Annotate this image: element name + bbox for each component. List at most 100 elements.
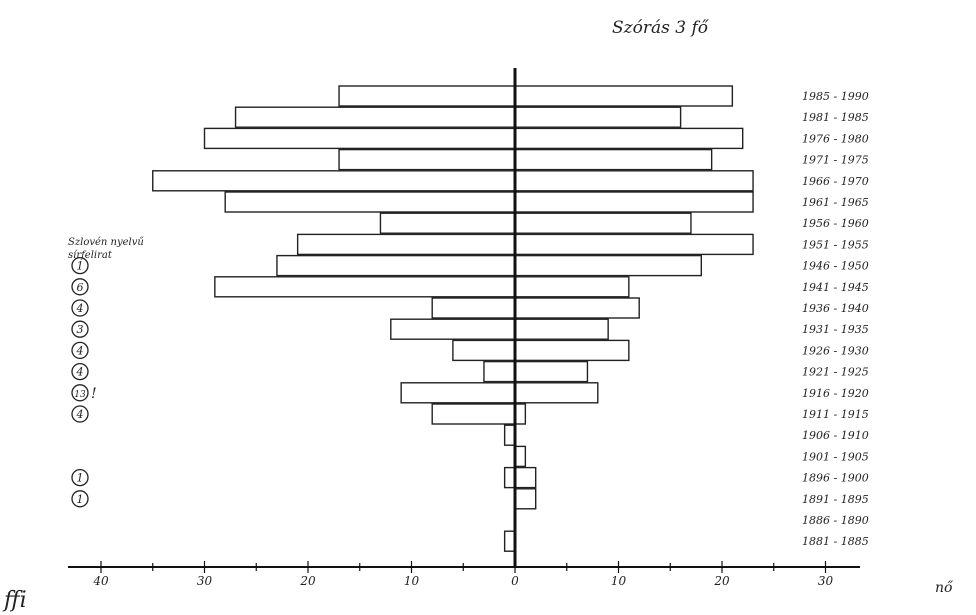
annotation-count: 4 [76,408,84,421]
female-bar [514,488,537,510]
female-bar [514,170,754,192]
x-tick-label: 20 [299,574,316,588]
x-tick-label: 40 [92,574,109,588]
male-bar [152,170,516,192]
period-label: 1981 - 1985 [802,111,869,124]
male-bar [224,191,516,213]
x-tick-label: 20 [713,574,730,588]
female-bar [514,403,527,425]
annotation-circle [71,256,89,275]
period-label: 1971 - 1975 [802,154,869,167]
annotation-heading-line2: sírfelirat [68,250,113,261]
male-bar [431,297,516,319]
female-bar [514,212,692,234]
annotation-circle [71,278,89,296]
male-bar [483,360,516,383]
period-label: 1916 - 1920 [802,387,869,400]
male-bar [452,339,516,362]
annotation-circle [71,341,89,360]
female-bar [514,85,734,107]
period-label: 1936 - 1940 [802,302,869,315]
period-label: 1926 - 1930 [802,344,869,357]
male-bar [503,424,516,446]
annotation-circle [71,490,89,508]
male-bar [390,318,516,340]
annotation-count: 4 [76,302,84,315]
annotation-count: 3 [77,323,84,336]
period-label: 1951 - 1955 [802,238,869,251]
period-label: 1941 - 1945 [802,281,869,294]
female-bar [514,466,537,489]
period-label: 1891 - 1895 [802,493,869,506]
x-tick-label: 0 [511,574,519,588]
annotation-circle [71,320,89,338]
period-label: 1881 - 1885 [802,535,869,548]
female-bar [514,297,640,319]
female-bar [514,254,703,277]
annotation-circle [71,405,89,423]
slovene-inscription-counts: 1 6 4 3 4 4 13 ! 4 1 1 [71,256,97,508]
period-label: 1906 - 1910 [802,429,869,442]
female-bars [514,85,754,510]
male-bar [338,85,516,107]
period-label: 1886 - 1890 [802,514,869,527]
period-label: 1896 - 1900 [802,472,869,485]
x-tick-label: 10 [404,574,420,588]
female-bar [514,127,744,150]
period-label: 1961 - 1965 [802,196,869,209]
annotation-count: 6 [77,281,84,294]
period-label: 1976 - 1980 [802,132,869,145]
male-bar [379,212,516,234]
male-bar [503,466,516,489]
annotation-count: 1 [77,472,84,485]
male-bar [400,382,516,404]
annotation-count: 1 [77,260,84,273]
annotation-count: 4 [76,366,84,379]
period-label: 1921 - 1925 [802,366,869,379]
period-label: 1901 - 1905 [802,450,869,463]
female-bar [514,233,754,256]
x-axis-ticks [100,561,827,573]
annotation-circle [71,384,89,402]
x-tick-label: 30 [818,574,834,588]
annotation-circle [71,468,89,487]
male-bar [503,530,516,552]
female-bar [514,360,589,383]
male-bar [431,403,516,425]
period-labels: 1985 - 1990 1981 - 1985 1976 - 1980 1971 - … [802,90,869,548]
annotation-heading-line1: Szlovén nyelvű [68,237,144,248]
male-bar [296,233,516,256]
chart-title: Szórás 3 fő [612,18,709,38]
period-label: 1985 - 1990 [802,90,869,103]
period-label: 1956 - 1960 [802,217,869,230]
annotation-circle [71,362,89,381]
male-bar [234,106,516,128]
female-bar [514,191,754,213]
annotation-count: 4 [76,344,84,357]
x-tick-label: 30 [197,574,213,588]
female-bar [514,339,630,362]
male-bar [203,127,516,150]
annotation-count: 1 [77,493,84,506]
period-label: 1946 - 1950 [802,260,869,273]
female-bar [514,318,609,340]
x-axis-tick-labels: 40 30 20 10 0 10 20 30 [92,574,833,588]
period-label: 1931 - 1935 [802,323,869,336]
legend-male-label: ffi [2,588,27,613]
period-label: 1911 - 1915 [802,408,869,421]
annotation-exclamation: ! [91,386,97,402]
annotation-circle [71,299,89,317]
legend-female-label: nő [935,580,954,596]
female-bar [514,382,599,404]
female-bar [514,106,682,128]
female-bar [514,276,630,298]
male-bar [338,148,516,171]
annotation-count: 13 [74,390,86,400]
female-bar [514,445,527,468]
male-bar [214,276,516,298]
x-tick-label: 10 [611,574,627,588]
period-label: 1966 - 1970 [802,175,869,188]
male-bar [276,254,516,277]
male-bars [152,85,516,552]
